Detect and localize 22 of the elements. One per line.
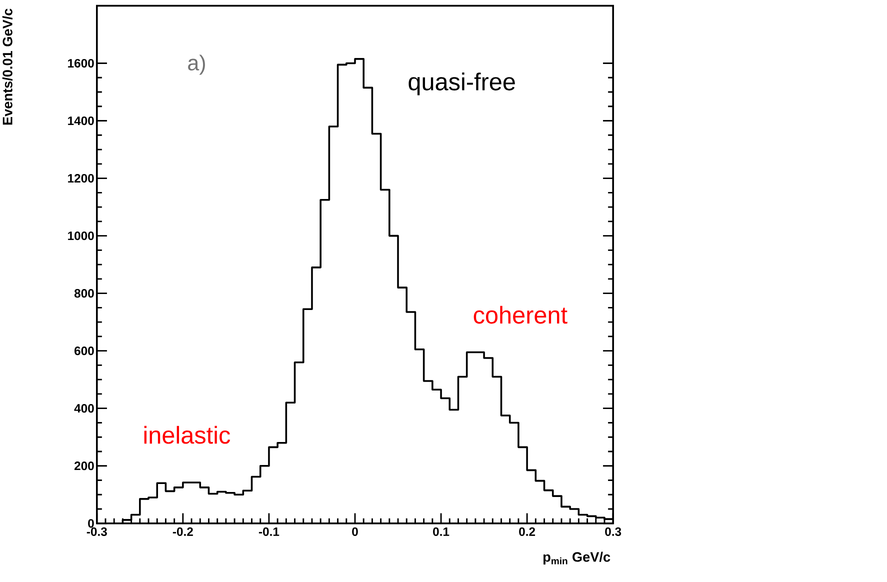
y-tick-label: 600 — [74, 346, 94, 356]
x-tick-label: -0.2 — [172, 528, 193, 536]
x-tick-label: 0.3 — [605, 528, 622, 536]
x-tick-label: -0.1 — [258, 528, 280, 536]
y-tick-label: 0 — [88, 519, 94, 528]
annotation: quasi-free — [408, 72, 515, 96]
y-tick-label: 400 — [74, 404, 94, 413]
x-tick-label: 0.2 — [519, 528, 536, 536]
annotation: a) — [188, 54, 205, 75]
y-tick-label: 1000 — [68, 232, 94, 240]
x-tick-label: 0 — [352, 528, 358, 536]
y-tick-label: 200 — [74, 462, 94, 470]
annotation: inelastic — [144, 426, 230, 444]
y-axis-title: Events/0.01 GeV/c — [2, 8, 13, 125]
y-tick-label: 800 — [74, 289, 94, 298]
y-tick-label: 1600 — [68, 59, 94, 68]
y-tick-label: 1400 — [68, 116, 94, 126]
x-tick-label: -0.3 — [86, 528, 107, 536]
x-axis-title: p$_{min}$ GeV/c — [543, 552, 610, 565]
annotation: coherent — [474, 306, 568, 324]
y-tick-label: 1200 — [68, 174, 94, 183]
x-tick-label: 0.1 — [433, 528, 450, 536]
